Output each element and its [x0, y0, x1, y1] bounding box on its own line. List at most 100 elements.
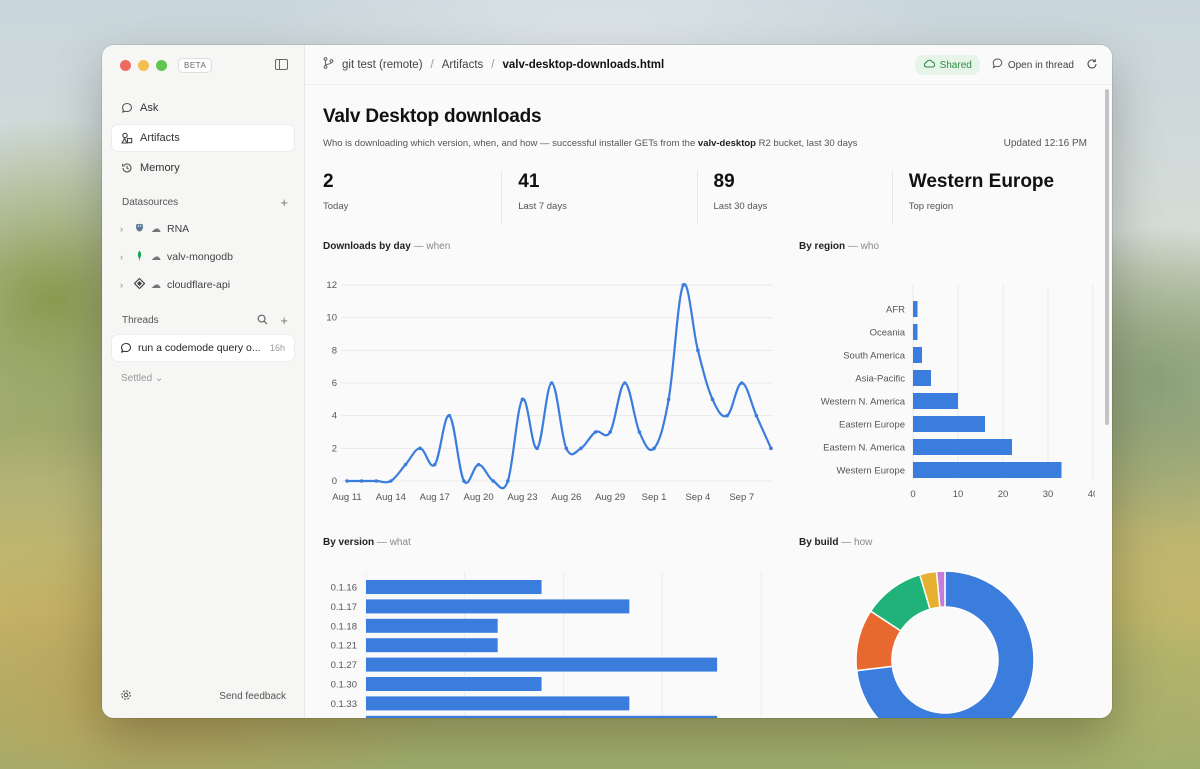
open-thread-icon	[992, 58, 1003, 72]
datasource-label: cloudflare-api	[167, 279, 231, 291]
shared-label: Shared	[939, 59, 972, 71]
category-label: Eastern Europe	[839, 420, 905, 431]
x-tick-label: Sep 1	[642, 492, 667, 503]
search-threads-icon[interactable]	[257, 313, 268, 328]
stat-value: 2	[323, 171, 334, 192]
threads-title: Threads	[122, 315, 159, 326]
bar	[366, 618, 498, 633]
postgres-icon	[134, 222, 145, 236]
updated-timestamp: Updated 12:16 PM	[1003, 138, 1087, 149]
thread-item[interactable]: run a codemode query o... 16h	[112, 335, 294, 361]
cloud-icon: ☁	[151, 223, 161, 235]
x-tick-label: 20	[998, 489, 1009, 500]
category-label: AFR	[886, 305, 905, 316]
y-tick-label: 2	[332, 443, 337, 454]
stat-last-30-days: 89 Last 30 days	[698, 170, 893, 224]
category-label: 0.1.16	[331, 583, 357, 594]
category-label: 0.1.21	[331, 641, 357, 652]
by-build-chart	[855, 570, 1035, 718]
data-point	[520, 397, 525, 402]
add-thread-icon[interactable]: +	[280, 313, 288, 328]
datasource-item-cloudflare[interactable]: › ☁ cloudflare-api	[120, 277, 231, 292]
chevron-right-icon[interactable]: ›	[120, 280, 123, 290]
breadcrumb-separator: /	[491, 58, 495, 71]
sidebar-item-artifacts[interactable]: Artifacts	[112, 125, 294, 151]
panel-title-suffix: — who	[847, 241, 880, 252]
stat-value: 89	[713, 171, 735, 192]
main-area: git test (remote) / Artifacts / valv-des…	[305, 45, 1112, 718]
datasource-item-mongodb[interactable]: › ☁ valv-mongodb	[120, 250, 233, 264]
data-point	[491, 479, 496, 483]
panel-title-text: Downloads by day	[323, 241, 411, 252]
sidebar-item-label: Memory	[140, 162, 180, 174]
panel-title-by-version: By version — what	[323, 537, 411, 548]
send-feedback-button[interactable]: Send feedback	[219, 691, 286, 702]
refresh-icon[interactable]	[1086, 58, 1098, 73]
data-point	[681, 283, 686, 287]
data-point	[462, 479, 466, 483]
stat-label: Today	[323, 201, 349, 212]
sidebar-footer: Send feedback	[120, 689, 286, 704]
window-controls	[120, 60, 167, 71]
data-point	[579, 446, 583, 451]
bar	[366, 677, 542, 691]
settled-toggle[interactable]: Settled ⌄	[121, 373, 163, 384]
thread-label: run a codemode query o...	[138, 342, 261, 354]
chevron-right-icon[interactable]: ›	[120, 252, 123, 262]
topbar-actions: Shared Open in thread	[914, 45, 1098, 85]
sidebar: BETA Ask Artifacts Memory	[102, 45, 305, 718]
cloud-icon: ☁	[151, 279, 161, 291]
zoom-window-button[interactable]	[156, 60, 167, 71]
stat-today: 2 Today	[323, 170, 503, 224]
panel-title-suffix: — what	[376, 537, 411, 548]
bar	[913, 324, 918, 340]
datasource-label: valv-mongodb	[167, 251, 233, 263]
category-label: 0.1.18	[331, 621, 357, 632]
scrollbar[interactable]	[1105, 89, 1109, 425]
breadcrumb-current: valv-desktop-downloads.html	[502, 58, 665, 71]
data-point	[739, 381, 744, 385]
stat-label: Top region	[908, 201, 954, 212]
data-point	[652, 446, 656, 451]
stat-top-region: Western Europe Top region	[893, 170, 1087, 224]
panel-title-text: By region	[799, 241, 846, 252]
sidebar-toggle-icon[interactable]	[275, 59, 288, 70]
data-point	[593, 430, 598, 434]
series-line	[347, 283, 773, 490]
x-tick-label: Aug 20	[464, 492, 494, 503]
y-tick-label: 4	[332, 411, 337, 422]
stat-value: 41	[518, 171, 540, 192]
data-point	[374, 479, 379, 483]
data-point	[622, 381, 627, 385]
bar	[913, 347, 922, 363]
data-point	[476, 462, 481, 467]
bar	[366, 599, 630, 614]
add-datasource-icon[interactable]: +	[280, 195, 288, 210]
bar	[913, 416, 985, 432]
x-tick-label: 30	[1043, 489, 1054, 500]
open-in-thread-button[interactable]: Open in thread	[992, 58, 1074, 72]
app-window: BETA Ask Artifacts Memory	[102, 45, 1112, 718]
chat-bubble-icon	[120, 342, 132, 354]
bar	[366, 580, 542, 594]
close-window-button[interactable]	[120, 60, 131, 71]
minimize-window-button[interactable]	[138, 60, 149, 71]
sidebar-item-ask[interactable]: Ask	[112, 95, 294, 121]
datasource-item-rna[interactable]: › ☁ RNA	[120, 222, 189, 236]
y-tick-label: 0	[332, 476, 337, 487]
x-tick-label: Aug 23	[507, 492, 537, 503]
breadcrumb-artifacts[interactable]: Artifacts	[441, 58, 484, 71]
x-tick-label: Aug 17	[420, 492, 450, 503]
chevron-right-icon[interactable]: ›	[120, 224, 123, 234]
shared-button[interactable]: Shared	[914, 55, 980, 75]
panel-title-by-build: By build — how	[799, 537, 872, 548]
breadcrumb-repo[interactable]: git test (remote)	[342, 58, 423, 71]
page-title: Valv Desktop downloads	[323, 106, 542, 127]
x-tick-label: Aug 29	[595, 492, 625, 503]
sidebar-item-memory[interactable]: Memory	[112, 155, 294, 181]
subtitle-text-post: R2 bucket, last 30 days	[755, 138, 858, 149]
x-tick-label: 10	[953, 489, 964, 500]
panel-title-suffix: — how	[841, 537, 873, 548]
settings-gear-icon[interactable]	[120, 689, 132, 704]
stat-last-7-days: 41 Last 7 days	[502, 170, 698, 224]
